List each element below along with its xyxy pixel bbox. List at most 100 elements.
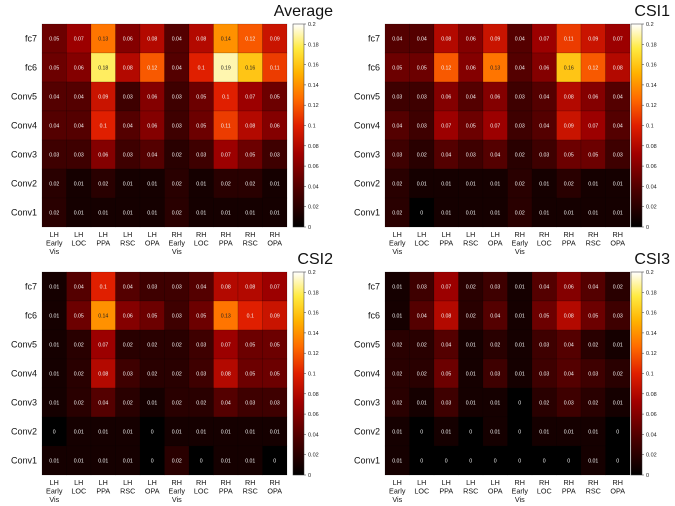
heatmap-cell — [139, 445, 165, 476]
cell-value: 0.02 — [98, 182, 108, 188]
cell-value: 0.08 — [123, 66, 133, 72]
cell-value: 0.01 — [147, 211, 157, 217]
column-label: LH PPA — [439, 478, 453, 496]
heatmap-cell — [458, 81, 484, 112]
panel-title: CSI2 — [297, 251, 333, 268]
heatmap-cell — [580, 329, 606, 360]
heatmap-cell — [41, 168, 67, 199]
heatmap-cell — [188, 387, 214, 418]
column-label: RH RSC — [243, 230, 258, 248]
cell-value: 0.05 — [270, 95, 280, 101]
cell-value: 0.01 — [270, 182, 280, 188]
cell-value: 0.02 — [49, 211, 59, 217]
colorbar-tick-label: 0.08 — [646, 392, 657, 398]
colorbar-tick-label: 0.2 — [308, 270, 316, 276]
heatmap-cell — [384, 139, 410, 170]
cell-value: 0.01 — [564, 211, 574, 217]
cell-value: 0.01 — [613, 401, 623, 407]
cell-value: 0.02 — [172, 343, 182, 349]
cell-value: 0 — [420, 430, 423, 436]
cell-value: 0.1 — [198, 66, 205, 72]
heatmap-cell — [139, 197, 165, 228]
colorbar-tick-label: 0.02 — [646, 453, 657, 459]
colorbar-tick-label: 0.16 — [308, 63, 319, 69]
heatmap-cell — [164, 197, 190, 228]
heatmap-cell — [482, 271, 508, 302]
colorbar — [292, 271, 305, 476]
heatmap-cell — [139, 168, 165, 199]
cell-value: 0.02 — [196, 401, 206, 407]
cell-value: 0.05 — [196, 124, 206, 130]
cell-value: 0.04 — [564, 372, 574, 378]
cell-value: 0.01 — [123, 211, 133, 217]
column-label: LH PPA — [96, 478, 110, 496]
heatmap-cell — [66, 445, 92, 476]
colorbar-tick-label: 0.14 — [646, 83, 657, 89]
heatmap-cell — [213, 197, 239, 228]
heatmap-cell — [164, 387, 190, 418]
cell-value: 0.01 — [98, 459, 108, 465]
colorbar-tick-label: 0.06 — [646, 412, 657, 418]
cell-value: 0.09 — [270, 314, 280, 320]
heatmap-cell — [507, 387, 533, 418]
cell-value: 0.01 — [588, 211, 598, 217]
cell-value: 0.01 — [515, 285, 525, 291]
heatmap-cell — [605, 358, 631, 389]
cell-value: 0.04 — [221, 401, 231, 407]
heatmap-cell — [384, 197, 410, 228]
cell-value: 0.07 — [539, 37, 549, 43]
heatmap-cell — [90, 23, 116, 54]
colorbar-tick-label: 0.08 — [646, 144, 657, 150]
cell-value: 0.03 — [123, 95, 133, 101]
heatmap-cell — [164, 416, 190, 447]
cell-value: 0.08 — [245, 124, 255, 130]
cell-value: 0.03 — [613, 153, 623, 159]
colorbar-tick-label: 0.14 — [646, 331, 657, 337]
cell-value: 0.08 — [196, 37, 206, 43]
heatmap-cell — [41, 110, 67, 141]
heatmap-cell — [458, 168, 484, 199]
heatmap-cell — [409, 387, 435, 418]
cell-value: 0.04 — [74, 124, 84, 130]
cell-value: 0.01 — [466, 372, 476, 378]
cell-value: 0.02 — [172, 401, 182, 407]
heatmap-cell — [237, 81, 263, 112]
heatmap-cell — [90, 271, 116, 302]
cell-value: 0.04 — [392, 124, 402, 130]
heatmap-cell — [458, 329, 484, 360]
colorbar-tick-label: 0 — [646, 473, 649, 479]
heatmap-cell — [139, 387, 165, 418]
heatmap-cell — [482, 416, 508, 447]
heatmap-cell — [458, 271, 484, 302]
cell-value: 0.04 — [613, 95, 623, 101]
cell-value: 0.05 — [588, 153, 598, 159]
column-label: LH OPA — [145, 478, 160, 496]
cell-value: 0.02 — [392, 211, 402, 217]
heatmap-cell — [237, 197, 263, 228]
heatmap-cell — [605, 271, 631, 302]
cell-value: 0.01 — [490, 401, 500, 407]
cell-value: 0.18 — [98, 66, 108, 72]
heatmap-cell — [458, 445, 484, 476]
cell-value: 0.05 — [270, 343, 280, 349]
cell-value: 0.04 — [539, 95, 549, 101]
heatmap-cell — [409, 168, 435, 199]
heatmap-cell — [409, 81, 435, 112]
cell-value: 0.01 — [147, 401, 157, 407]
column-label: LH Early Vis — [46, 230, 63, 256]
heatmap-cell — [188, 329, 214, 360]
cell-value: 0.12 — [245, 37, 255, 43]
column-label: RH LOC — [537, 478, 552, 496]
heatmap-cell — [507, 300, 533, 331]
column-label: RH RSC — [586, 230, 601, 248]
cell-value: 0.01 — [147, 182, 157, 188]
column-label: RH LOC — [194, 230, 209, 248]
heatmap-cell — [164, 139, 190, 170]
heatmap-cell — [556, 387, 582, 418]
cell-value: 0.01 — [196, 182, 206, 188]
heatmap-cell — [458, 416, 484, 447]
cell-value: 0.04 — [441, 343, 451, 349]
cell-value: 0.03 — [417, 95, 427, 101]
cell-value: 0.01 — [49, 343, 59, 349]
cell-value: 0.01 — [539, 182, 549, 188]
